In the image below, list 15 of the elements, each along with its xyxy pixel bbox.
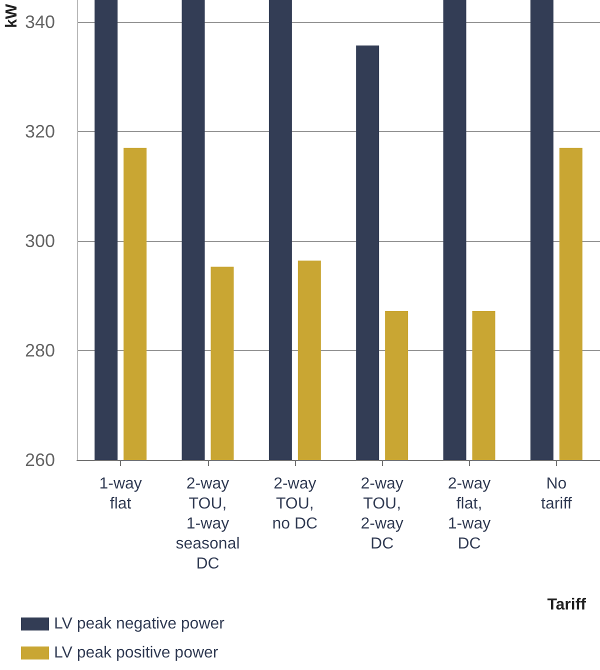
x-tick-label: 2-way TOU, 1-way seasonal DC [176, 476, 240, 572]
y-axis-title: kW [4, 3, 20, 28]
y-tick-label: 340 [24, 12, 55, 32]
x-tick-label: 2-way flat, 1-way DC [448, 476, 491, 552]
x-tick-label: 1-way flat [99, 476, 142, 512]
legend-label: LV peak positive power [54, 644, 219, 662]
y-tick-label: 260 [24, 450, 55, 470]
x-tick-label: No tariff [541, 476, 572, 512]
y-tick-label: 300 [24, 230, 55, 251]
y-tick-label: 320 [24, 121, 55, 142]
y-tick-label: 280 [24, 340, 55, 360]
x-tick-label: 2-way TOU, no DC [272, 476, 318, 532]
x-axis-title: Tariff [547, 596, 587, 614]
legend-label: LV peak negative power [54, 616, 226, 632]
x-tick-label: 2-way TOU, 2-way DC [360, 476, 404, 552]
